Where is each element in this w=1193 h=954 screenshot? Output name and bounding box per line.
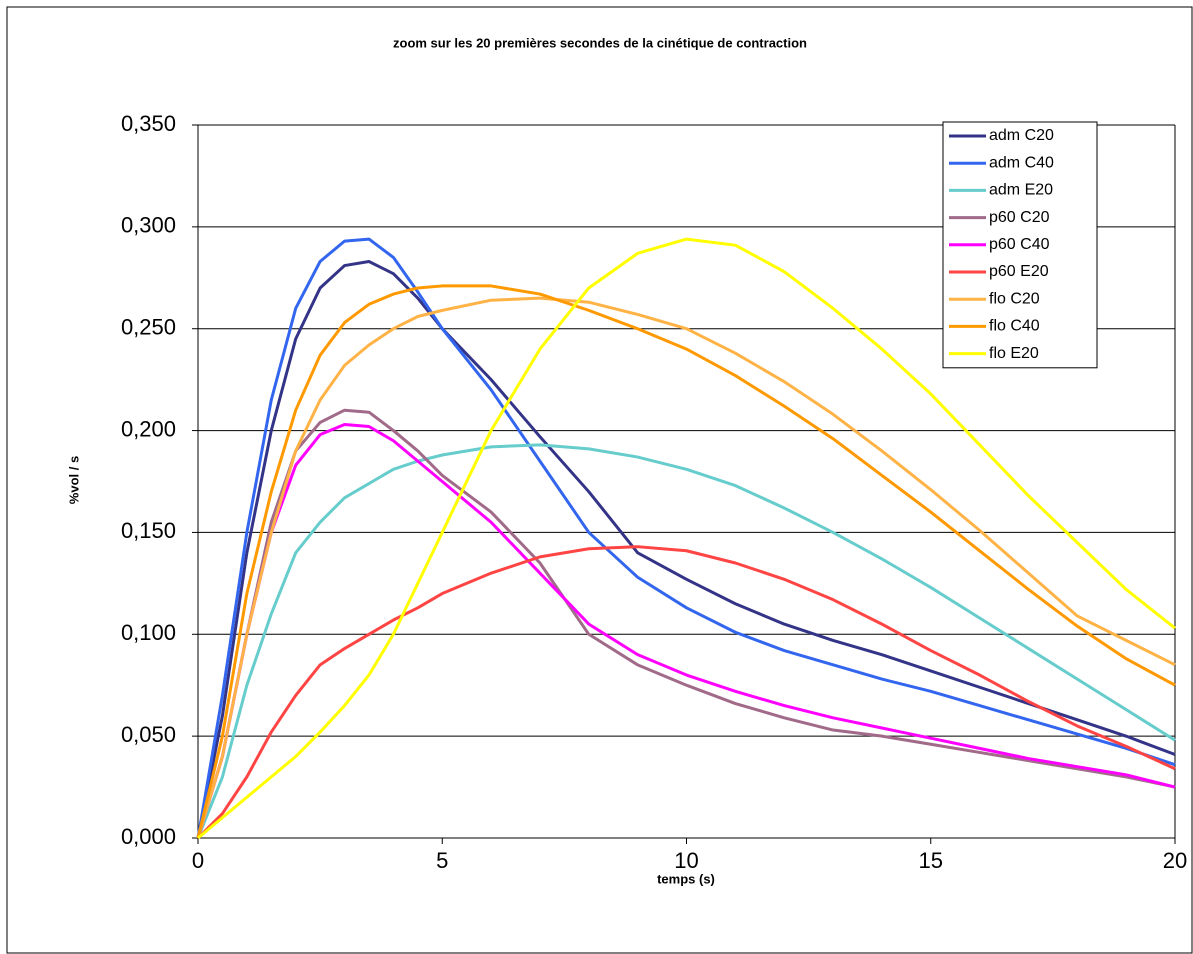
- x-tick-label: 10: [674, 848, 698, 873]
- series-line: [196, 443, 1176, 839]
- series-line: [196, 284, 1176, 839]
- x-tick-label: 0: [192, 848, 204, 873]
- y-tick-label: 0,100: [121, 620, 176, 645]
- series-line: [197, 237, 1176, 840]
- legend-label: adm C20: [989, 127, 1054, 144]
- x-tick-label: 5: [436, 848, 448, 873]
- series-line: [196, 545, 1176, 840]
- y-tick-label: 0,150: [121, 518, 176, 543]
- legend-label: flo C40: [989, 318, 1040, 335]
- chart-title: zoom sur les 20 premières secondes de la…: [393, 35, 807, 50]
- legend-label: flo C20: [989, 290, 1040, 307]
- y-axis-label: %vol / s: [66, 456, 81, 504]
- legend-label: p60 C20: [989, 209, 1050, 226]
- series-line: [196, 296, 1176, 839]
- series-line: [196, 422, 1176, 839]
- y-tick-label: 0,000: [121, 824, 176, 849]
- legend-label: adm E20: [989, 182, 1053, 199]
- series-line: [196, 237, 1176, 839]
- legend-label: flo E20: [989, 345, 1039, 362]
- y-tick-label: 0,350: [121, 111, 176, 136]
- x-tick-label: 20: [1163, 848, 1187, 873]
- legend-label: adm C40: [989, 154, 1054, 171]
- y-tick-label: 0,200: [121, 416, 176, 441]
- x-tick-label: 15: [919, 848, 943, 873]
- x-axis-label: temps (s): [657, 871, 715, 886]
- legend-label: p60 C40: [989, 236, 1050, 253]
- y-tick-label: 0,050: [121, 722, 176, 747]
- series-line: [196, 259, 1176, 839]
- y-tick-label: 0,250: [121, 315, 176, 340]
- y-tick-label: 0,300: [121, 213, 176, 238]
- legend-label: p60 E20: [989, 263, 1049, 280]
